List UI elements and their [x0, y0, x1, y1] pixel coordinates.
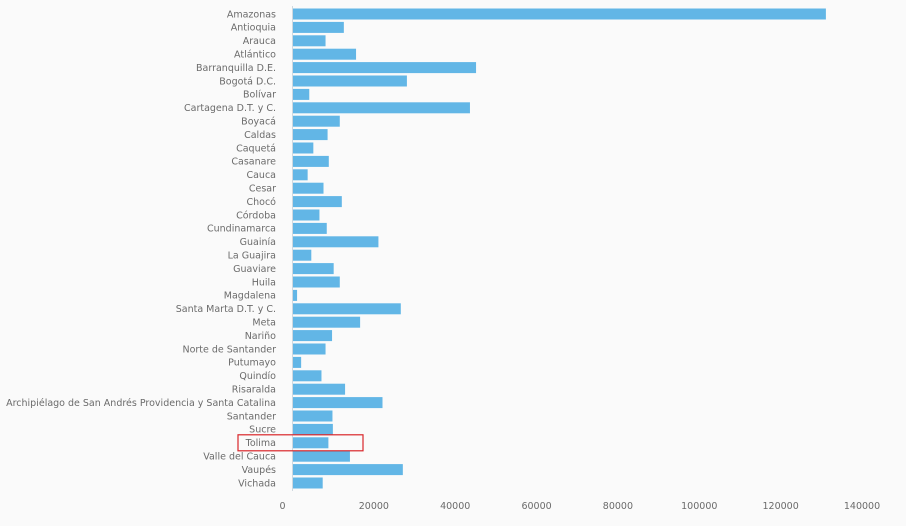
x-tick-label: 40000	[440, 501, 470, 512]
category-label: Norte de Santander	[182, 344, 276, 355]
bar	[293, 289, 298, 301]
x-tick-label: 100000	[681, 501, 717, 512]
bar	[293, 464, 403, 476]
bar	[293, 370, 322, 382]
bar	[293, 35, 326, 47]
bar	[293, 423, 333, 435]
bar	[293, 102, 470, 114]
category-label: Córdoba	[236, 210, 276, 221]
bar	[293, 222, 327, 234]
bar	[293, 343, 326, 355]
category-label: Guaviare	[233, 264, 276, 275]
x-tick-label: 60000	[521, 501, 551, 512]
x-tick-label: 20000	[359, 501, 389, 512]
category-label: Meta	[252, 318, 276, 329]
category-label: Huila	[252, 277, 276, 288]
category-label: Bogotá D.C.	[219, 76, 276, 87]
category-label: Archipiélago de San Andrés Providencia y…	[6, 398, 276, 409]
category-label: Sucre	[249, 425, 276, 436]
bar	[293, 21, 344, 33]
x-tick-label: 80000	[603, 501, 633, 512]
x-tick-label: 140000	[844, 501, 880, 512]
category-label: Tolima	[245, 438, 276, 449]
category-label: Cauca	[246, 170, 276, 181]
bar	[293, 397, 383, 409]
bar	[293, 303, 401, 315]
x-axis-ticks: 0 20000 40000 60000 80000 100000 120000 140000	[279, 501, 880, 512]
category-label: Santander	[227, 411, 276, 422]
bar	[293, 62, 477, 74]
category-label: Caldas	[244, 130, 276, 141]
x-tick-label: 0	[279, 501, 285, 512]
bar	[293, 249, 312, 261]
category-label: Caquetá	[236, 143, 276, 154]
category-label: Cesar	[249, 184, 276, 195]
category-label: Atlántico	[234, 50, 276, 61]
bar	[293, 209, 320, 221]
category-label: La Guajira	[228, 251, 276, 262]
bar	[293, 169, 308, 181]
category-label: Casanare	[231, 157, 276, 168]
bar	[293, 75, 407, 87]
bar	[293, 196, 342, 208]
bar	[293, 437, 329, 449]
x-tick-label: 120000	[763, 501, 799, 512]
bar	[293, 330, 333, 342]
bar	[293, 276, 340, 288]
bar	[293, 236, 379, 248]
category-label: Putumayo	[228, 358, 276, 369]
category-label: Antioquia	[231, 23, 276, 34]
bar	[293, 450, 350, 462]
category-label: Bolívar	[243, 90, 276, 101]
category-label: Barranquilla D.E.	[196, 63, 276, 74]
bar	[293, 383, 346, 395]
category-label: Vaupés	[242, 465, 276, 476]
bar	[293, 477, 323, 489]
bar	[293, 182, 324, 194]
category-label: Risaralda	[232, 385, 276, 396]
category-label: Arauca	[243, 36, 276, 47]
category-label: Amazonas	[227, 9, 276, 20]
category-label: Guainía	[240, 237, 276, 248]
bar	[293, 129, 328, 141]
bar	[293, 48, 357, 60]
bar	[293, 8, 826, 20]
category-label: Cartagena D.T. y C.	[184, 103, 276, 114]
bars-layer	[293, 8, 826, 489]
category-label: Nariño	[245, 331, 276, 342]
category-label: Valle del Cauca	[203, 452, 276, 463]
bar	[293, 410, 333, 422]
category-label: Santa Marta D.T. y C.	[176, 304, 276, 315]
highlight-box	[237, 434, 364, 452]
bar	[293, 155, 329, 167]
category-label: Cundinamarca	[207, 224, 276, 235]
bar	[293, 115, 340, 127]
bar	[293, 88, 310, 100]
bar	[293, 316, 361, 328]
category-label: Boyacá	[241, 117, 276, 128]
category-labels: Amazonas Antioquia Arauca Atlántico Barranqu…	[6, 9, 276, 489]
bar	[293, 142, 314, 154]
category-label: Vichada	[238, 478, 276, 489]
bar	[293, 263, 334, 275]
category-label: Chocó	[246, 197, 276, 208]
category-label: Magdalena	[224, 291, 276, 302]
category-label: Quindío	[239, 371, 276, 382]
bar	[293, 356, 302, 368]
